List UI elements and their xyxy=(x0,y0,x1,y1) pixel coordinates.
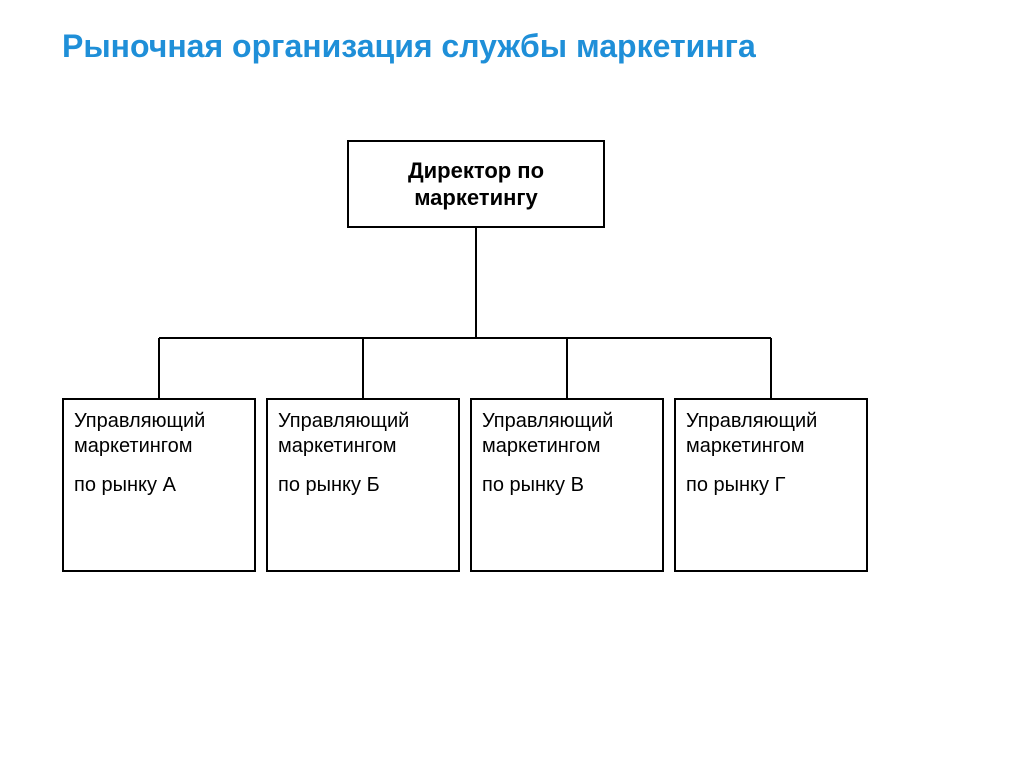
org-node-label-line3: по рынку А xyxy=(74,474,244,497)
org-node-label-line2: маркетингом xyxy=(482,435,652,458)
org-node-market-1: Управляющиймаркетингом по рынку Б xyxy=(266,398,460,572)
org-node-label-line1: Управляющий xyxy=(278,410,448,433)
slide: Рыночная организация службы маркетинга Д… xyxy=(0,0,1024,767)
org-node-label-line2: маркетингом xyxy=(74,435,244,458)
org-node-label-line1: Управляющий xyxy=(482,410,652,433)
org-node-label-line3: по рынку Г xyxy=(686,474,856,497)
org-node-label-line1: Управляющий xyxy=(686,410,856,433)
org-node-label-line1: Управляющий xyxy=(74,410,244,433)
connector-lines xyxy=(0,0,1024,767)
org-node-label-line2: маркетингом xyxy=(686,435,856,458)
org-node-label-line2: маркетингом xyxy=(278,435,448,458)
org-node-director: Директор по маркетингу xyxy=(347,140,605,228)
org-node-market-3: Управляющиймаркетингом по рынку Г xyxy=(674,398,868,572)
org-node-market-2: Управляющиймаркетингом по рынку В xyxy=(470,398,664,572)
org-node-market-0: Управляющиймаркетингом по рынку А xyxy=(62,398,256,572)
org-node-director-line2: маркетингу xyxy=(408,184,544,212)
slide-title: Рыночная организация службы маркетинга xyxy=(62,28,756,65)
org-node-label-line3: по рынку Б xyxy=(278,474,448,497)
org-node-director-line1: Директор по xyxy=(408,157,544,185)
org-node-label-line3: по рынку В xyxy=(482,474,652,497)
